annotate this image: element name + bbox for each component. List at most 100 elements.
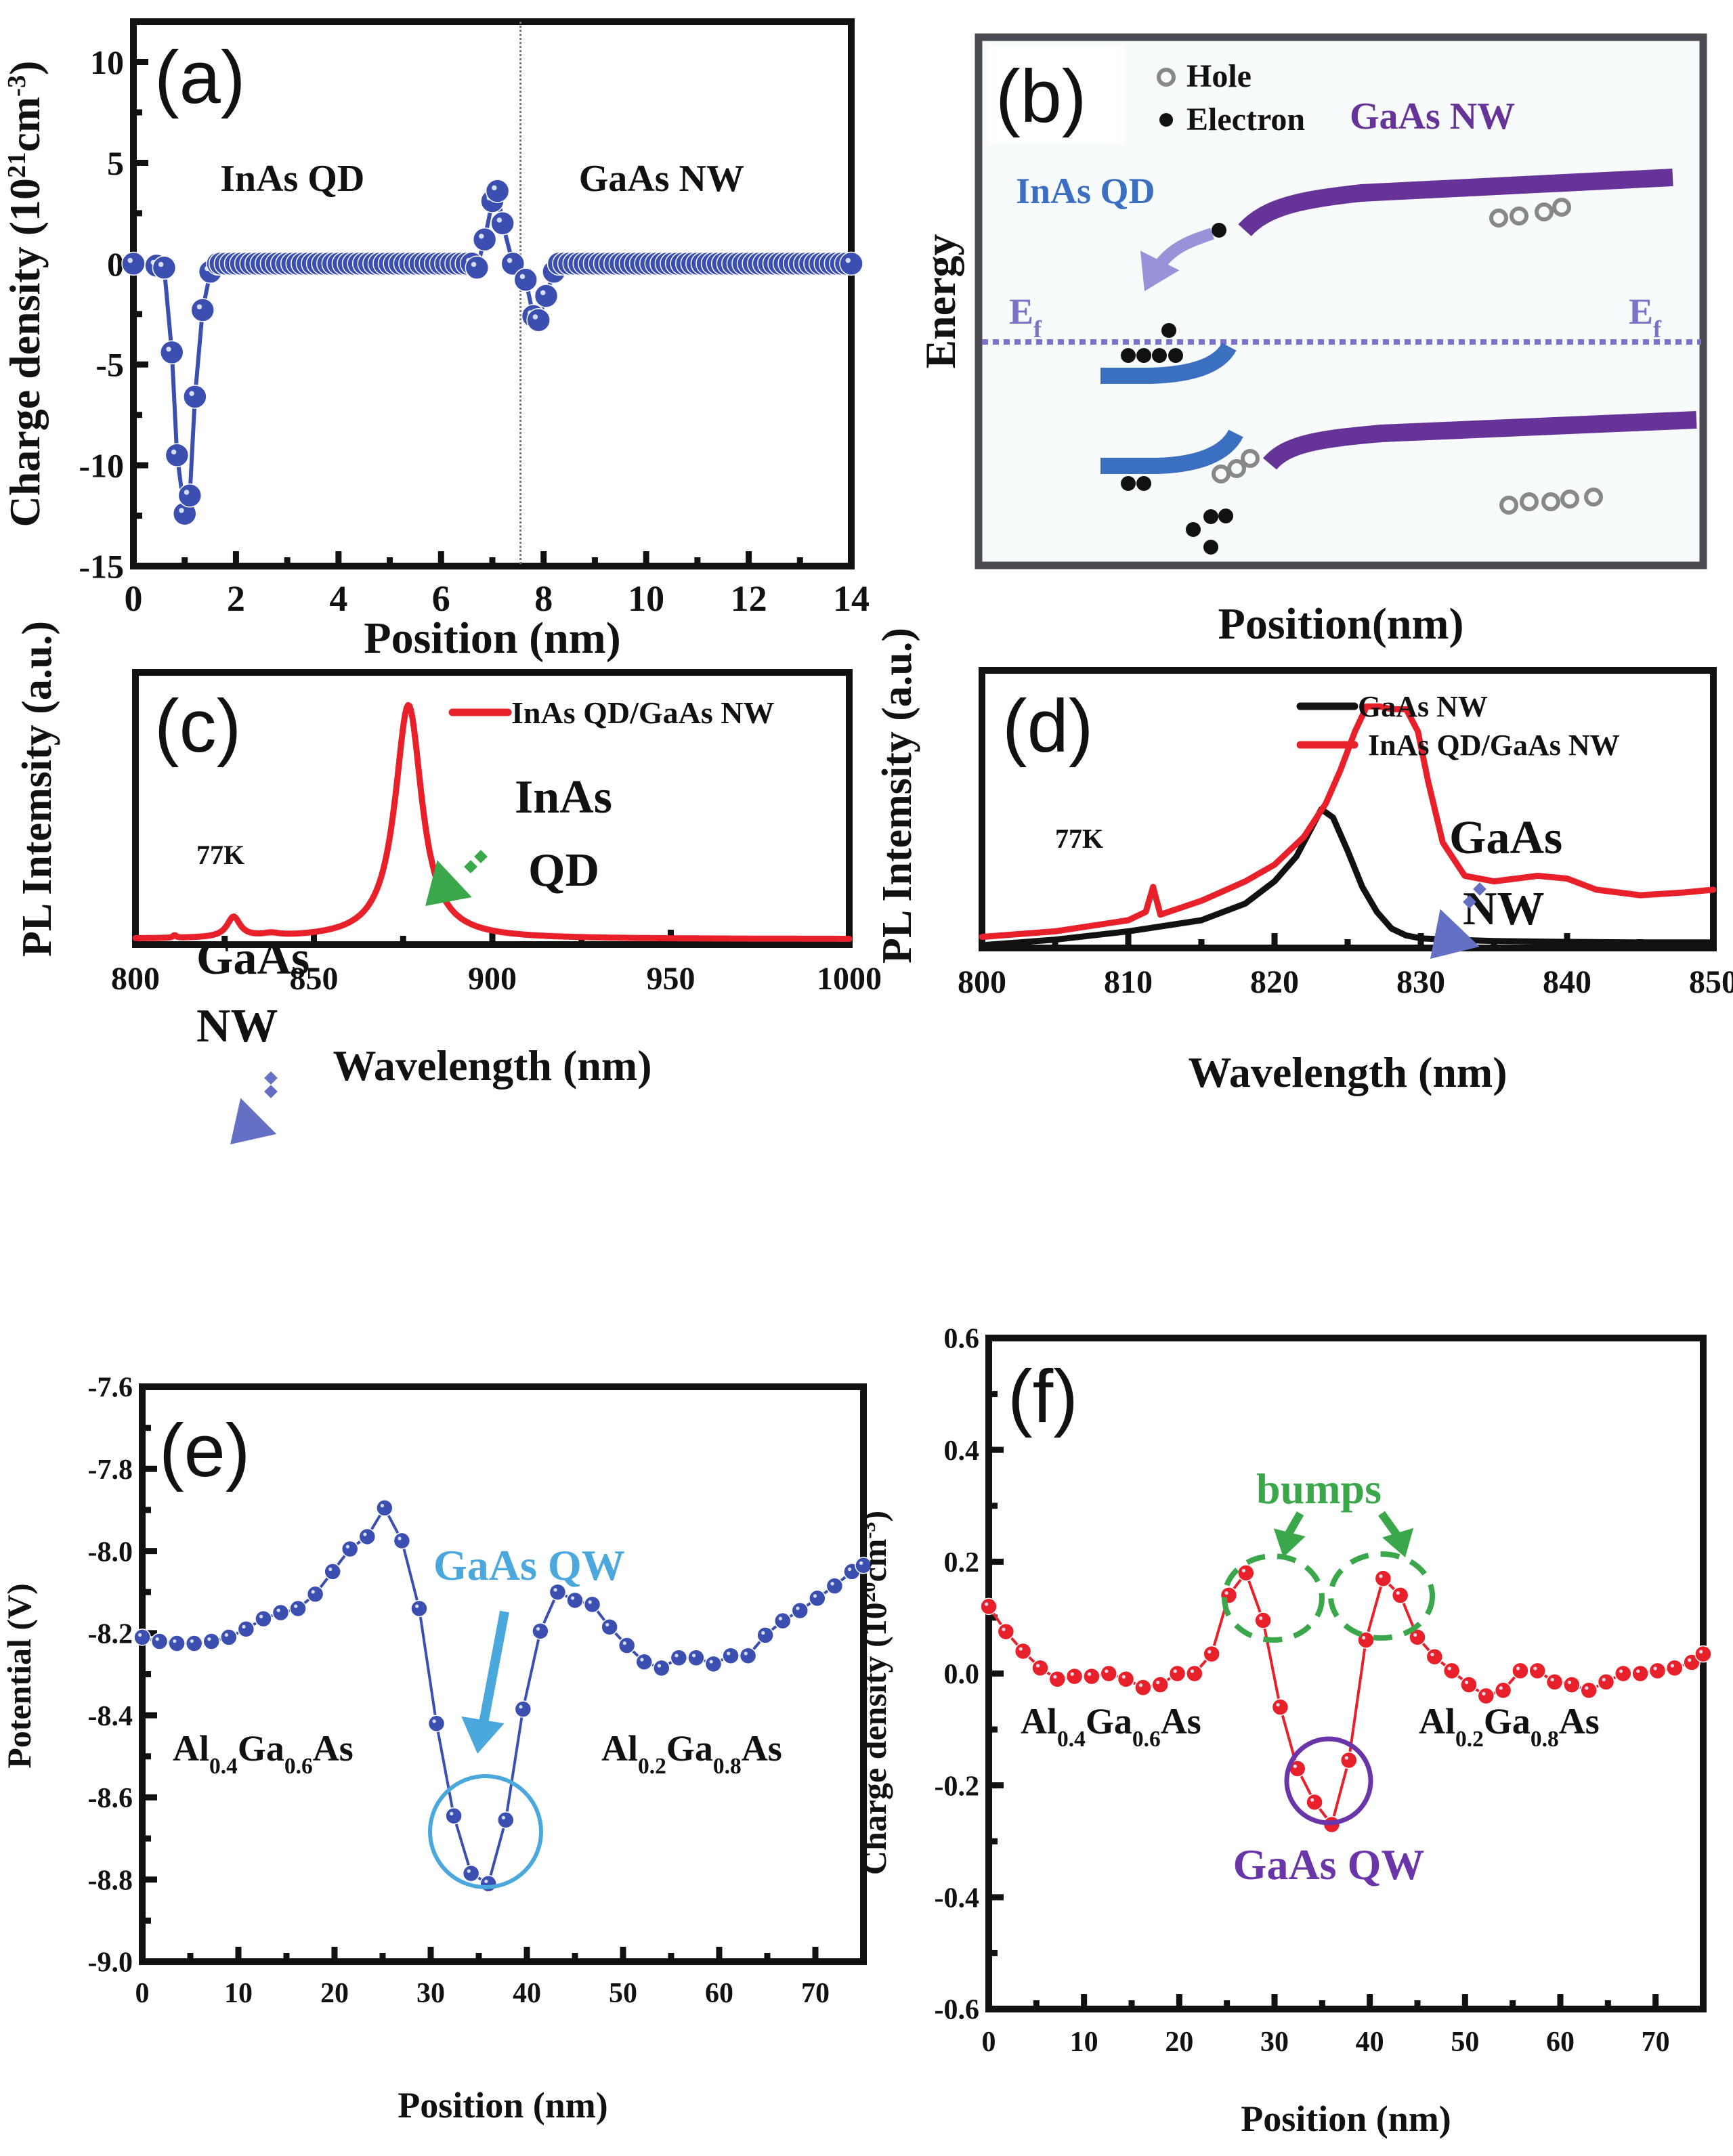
x-axis-title: Position (nm) bbox=[364, 613, 621, 663]
data-point bbox=[168, 1635, 186, 1652]
bump-arrow-right-head bbox=[1382, 1528, 1414, 1557]
x-tick-label: 14 bbox=[833, 578, 870, 619]
panel-label: (e) bbox=[159, 1409, 250, 1492]
y-tick-label: -15 bbox=[79, 548, 124, 586]
panel-label: (c) bbox=[154, 685, 241, 768]
label-gaas-qw: GaAs QW bbox=[433, 1541, 625, 1589]
data-point-highlight bbox=[1156, 1681, 1160, 1685]
data-point-highlight bbox=[532, 314, 538, 320]
label-77k: 77K bbox=[1055, 823, 1103, 854]
series-line-inas-qd-gaas-nw bbox=[132, 702, 853, 942]
data-point bbox=[160, 340, 184, 365]
x-tick-label: 8 bbox=[534, 578, 553, 619]
data-point-highlight bbox=[571, 1596, 575, 1600]
data-point-highlight bbox=[691, 1654, 696, 1658]
y-tick-label: -0.6 bbox=[935, 1995, 980, 2026]
hole bbox=[1535, 202, 1554, 221]
panel-label: (b) bbox=[996, 55, 1086, 138]
legend-label: InAs QD/GaAs NW bbox=[511, 695, 775, 730]
data-point-highlight bbox=[540, 290, 546, 295]
data-point-highlight bbox=[127, 257, 133, 263]
data-point-highlight bbox=[380, 1503, 385, 1508]
data-point-highlight bbox=[657, 1664, 662, 1668]
data-point-highlight bbox=[778, 1616, 782, 1620]
data-point-highlight bbox=[830, 1582, 834, 1586]
formula-part: Ga bbox=[1086, 1701, 1132, 1742]
label-nw: NW bbox=[196, 1000, 278, 1052]
data-point bbox=[485, 179, 510, 203]
data-point bbox=[514, 1700, 532, 1718]
data-point bbox=[1117, 1670, 1135, 1688]
data-point bbox=[410, 1599, 428, 1618]
data-point-highlight bbox=[196, 304, 202, 309]
data-point-highlight bbox=[1516, 1666, 1520, 1670]
data-point-highlight bbox=[1636, 1669, 1640, 1673]
panel-a-charge-density: -15 -10 -5 0 5 10 0 2 4 6 8 10 12 14 Position (nm) Char… bbox=[1, 18, 870, 663]
x-tick-label: 60 bbox=[1546, 2027, 1575, 2058]
data-point bbox=[220, 1629, 238, 1646]
data-point bbox=[739, 1647, 757, 1664]
formula-part: As bbox=[742, 1728, 782, 1769]
data-point-highlight bbox=[1310, 1798, 1314, 1802]
data-point bbox=[1666, 1659, 1684, 1677]
data-point bbox=[1203, 1645, 1220, 1663]
arrow-to-gaas-peak bbox=[1430, 909, 1480, 959]
data-point bbox=[1694, 1645, 1712, 1663]
x-tick-label: 4 bbox=[329, 578, 347, 619]
panel-label: (a) bbox=[154, 36, 245, 119]
data-point bbox=[1100, 1664, 1117, 1683]
data-point-highlight bbox=[1447, 1666, 1451, 1670]
electron bbox=[1218, 509, 1233, 523]
data-point bbox=[997, 1622, 1015, 1641]
hole bbox=[1520, 492, 1539, 511]
data-point-highlight bbox=[432, 1719, 436, 1723]
electron-legend-icon bbox=[1159, 113, 1173, 127]
x-tick-label: 50 bbox=[1451, 2027, 1479, 2058]
data-point-highlight bbox=[845, 257, 851, 263]
arrow-to-inas-peak bbox=[425, 860, 472, 906]
data-point bbox=[165, 443, 190, 467]
data-point bbox=[855, 1557, 872, 1574]
label-77k: 77K bbox=[196, 840, 244, 870]
y-tick-label: 0.0 bbox=[944, 1659, 980, 1690]
inas-conduction-band bbox=[1100, 342, 1237, 384]
data-point-highlight bbox=[1699, 1650, 1703, 1654]
data-point-highlight bbox=[536, 1626, 540, 1631]
legend-electron-label: Electron bbox=[1186, 102, 1305, 137]
formula-part: As bbox=[1161, 1701, 1201, 1742]
data-point-highlight bbox=[345, 1545, 349, 1549]
data-point-highlight bbox=[1241, 1568, 1246, 1573]
label-al04ga06as: Al0.4Ga0.6As bbox=[1021, 1701, 1201, 1752]
x-tick-label: 40 bbox=[1356, 2027, 1384, 2058]
x-tick-label: 20 bbox=[1165, 2027, 1193, 2058]
data-point bbox=[670, 1649, 688, 1666]
x-tick-label: 12 bbox=[731, 578, 767, 619]
data-point-highlight bbox=[1087, 1672, 1092, 1676]
y-tick-label: -5 bbox=[95, 346, 124, 384]
electron bbox=[1161, 323, 1176, 338]
y-tick-label: -9.0 bbox=[88, 1947, 133, 1979]
label-gaas-nw: GaAs NW bbox=[579, 158, 744, 200]
x-tick-label: 950 bbox=[647, 961, 696, 997]
formula-part: Al bbox=[1021, 1701, 1057, 1742]
data-point-highlight bbox=[1585, 1686, 1589, 1690]
x-tick-label: 840 bbox=[1543, 964, 1591, 1000]
subscript: 0.2 bbox=[638, 1754, 666, 1779]
arrow-dot bbox=[474, 850, 488, 863]
formula-part: Al bbox=[601, 1728, 638, 1769]
data-point-highlight bbox=[492, 185, 497, 191]
data-point-highlight bbox=[242, 1624, 246, 1629]
bump-arrow-right-shaft bbox=[1378, 1511, 1402, 1540]
electron bbox=[1186, 522, 1201, 537]
y-axis-title-superscript: 20 bbox=[857, 1582, 880, 1602]
label-al02ga08as: Al0.2Ga0.8As bbox=[1419, 1701, 1600, 1752]
x-tick-label: 1000 bbox=[817, 961, 882, 997]
x-axis-title: Wavelength (nm) bbox=[333, 1041, 651, 1090]
data-point bbox=[773, 1612, 792, 1630]
label-gaas-nw: GaAs NW bbox=[1350, 95, 1515, 137]
data-point bbox=[601, 1618, 618, 1636]
arrow-dot bbox=[264, 1071, 278, 1085]
label-al02ga08as: Al0.2Ga0.8As bbox=[601, 1728, 782, 1779]
plot-frame bbox=[139, 1383, 867, 1965]
qw-circle bbox=[428, 1774, 543, 1889]
